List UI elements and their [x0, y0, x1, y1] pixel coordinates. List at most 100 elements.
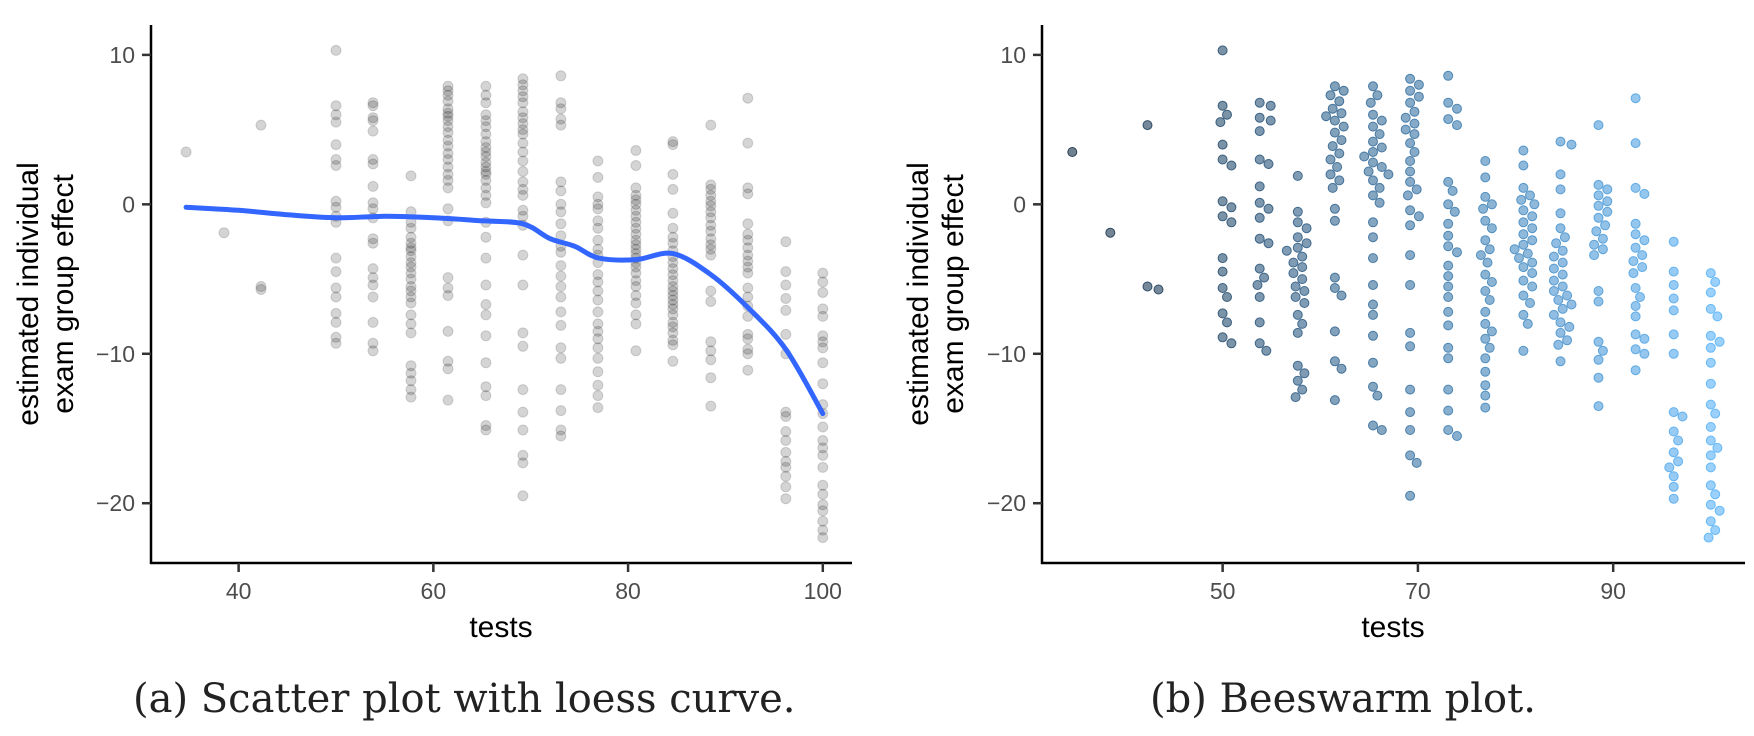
swarm-point [1602, 196, 1613, 207]
swarm-point [1480, 215, 1491, 226]
swarm-point [1518, 160, 1529, 171]
swarm-point [1292, 217, 1303, 228]
data-point [480, 357, 492, 369]
data-point [367, 337, 379, 349]
data-point [592, 243, 604, 255]
swarm-point [1222, 109, 1232, 120]
panel-b-y-tick-label: −10 [987, 341, 1026, 367]
swarm-point [1705, 499, 1716, 510]
swarm-point [1562, 290, 1573, 301]
data-point [442, 282, 454, 294]
swarm-point [1365, 97, 1376, 108]
caption-a: (a) Scatter plot with loess curve. [133, 676, 796, 722]
data-point [180, 146, 192, 158]
swarm-point [1338, 85, 1349, 96]
swarm-point [1705, 450, 1716, 461]
data-point [367, 203, 379, 215]
swarm-point [1480, 366, 1491, 377]
data-point [780, 446, 792, 458]
data-point [405, 251, 417, 263]
swarm-point [1329, 356, 1340, 367]
data-point [592, 402, 604, 414]
swarm-point [1443, 230, 1454, 241]
swarm-point [1630, 242, 1641, 253]
swarm-point [1639, 188, 1650, 199]
swarm-point [1443, 114, 1454, 125]
swarm-point [1527, 257, 1538, 268]
data-point [592, 198, 604, 210]
data-point [517, 85, 529, 97]
data-point [667, 263, 679, 275]
swarm-point [1564, 321, 1575, 332]
data-point [705, 372, 717, 384]
data-point [630, 267, 642, 279]
data-point [592, 390, 604, 402]
swarm-point [1443, 353, 1454, 364]
data-point [442, 115, 454, 127]
swarm-point [1480, 156, 1491, 166]
data-point [555, 384, 567, 396]
swarm-point [1292, 170, 1303, 181]
panel-b-y-axis-title-line2: exam group effect [937, 174, 970, 414]
swarm-point [1405, 490, 1416, 501]
swarm-point [1336, 108, 1347, 119]
swarm-point [1374, 197, 1385, 208]
swarm-point [1217, 139, 1228, 150]
swarm-point [1705, 435, 1716, 446]
data-point [405, 281, 417, 292]
swarm-point [1217, 283, 1228, 293]
data-point [742, 137, 754, 149]
data-point [630, 160, 642, 171]
panel-b-x-tick-label: 70 [1405, 578, 1431, 604]
swarm-point [1484, 244, 1495, 255]
swarm-point [1527, 268, 1538, 279]
swarm-point [1522, 248, 1533, 259]
data-point [817, 303, 829, 315]
panel-b-y-axis-title-line1: estimated individual [902, 162, 935, 425]
data-point [517, 155, 529, 167]
data-point [330, 282, 342, 294]
swarm-point [1292, 327, 1303, 338]
data-point [405, 261, 417, 273]
data-point [667, 316, 679, 328]
swarm-point [1705, 378, 1716, 389]
data-point [330, 252, 342, 264]
data-point [705, 249, 717, 261]
swarm-point [1254, 233, 1265, 244]
swarm-point [1518, 262, 1529, 273]
swarm-point [1329, 272, 1340, 283]
data-point [405, 384, 417, 396]
data-point [592, 222, 604, 234]
data-point [555, 113, 567, 125]
swarm-point [1557, 257, 1568, 268]
swarm-point [1254, 126, 1265, 137]
swarm-point [1363, 166, 1374, 177]
swarm-point [1630, 229, 1641, 240]
swarm-point [1602, 184, 1613, 195]
data-point [442, 394, 454, 406]
swarm-point [1290, 281, 1301, 292]
panel-a-y-axis-title-line1: estimated individual [12, 162, 45, 425]
swarm-point [1067, 147, 1078, 157]
swarm-point [1548, 251, 1559, 262]
panel-a-x-tick-label: 40 [226, 578, 252, 604]
data-point [480, 151, 492, 162]
data-point [330, 44, 342, 56]
swarm-point [1411, 457, 1422, 468]
data-point [367, 97, 379, 109]
data-point [555, 218, 567, 230]
data-point [367, 233, 379, 245]
data-point [742, 282, 754, 294]
swarm-point [1263, 203, 1274, 214]
data-point [592, 325, 604, 337]
data-point [442, 355, 454, 367]
swarm-point [1297, 251, 1308, 262]
swarm-point [1525, 298, 1535, 308]
data-point [517, 112, 529, 124]
data-point [442, 148, 454, 159]
swarm-point [1405, 407, 1416, 418]
data-point [592, 285, 604, 297]
swarm-point [1325, 154, 1336, 165]
swarm-point [1297, 274, 1308, 285]
